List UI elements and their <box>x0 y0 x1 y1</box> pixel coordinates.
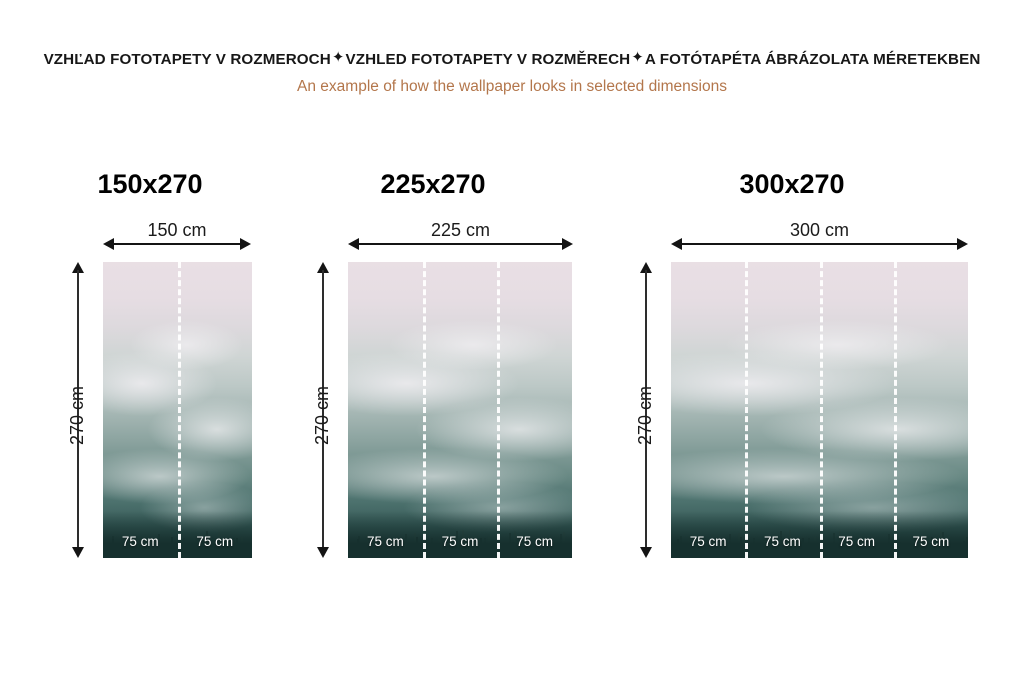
height-arrow <box>317 262 329 558</box>
width-arrow <box>671 238 968 250</box>
page-subtitle: An example of how the wallpaper looks in… <box>297 78 727 95</box>
panel-height-label: 270 cm <box>67 385 87 445</box>
arrow-left-head <box>103 238 114 250</box>
panel-width-label: 150 cm <box>147 220 207 240</box>
panel-height-label: 270 cm <box>635 385 655 445</box>
arrow-bottom-head <box>317 547 329 558</box>
arrow-right-head <box>562 238 573 250</box>
arrow-bottom-head <box>640 547 652 558</box>
wallpaper-preview: 75 cm 75 cm 75 cm <box>348 262 572 558</box>
arrow-top-head <box>72 262 84 273</box>
title-part-sk: VZHĽAD FOTOTAPETY V ROZMEROCH <box>43 51 331 68</box>
strip-label: 75 cm <box>196 534 234 549</box>
sparkle-icon: ✦ <box>631 49 644 66</box>
strip-label: 75 cm <box>121 534 159 549</box>
panel-width-label: 225 cm <box>430 220 491 240</box>
seam-line <box>497 262 501 558</box>
arrow-left-head <box>348 238 359 250</box>
panel-title: 150x270 <box>97 169 203 199</box>
forest-floor <box>348 510 572 558</box>
seam-line <box>745 262 749 558</box>
width-arrow <box>103 238 251 250</box>
arrow-bottom-head <box>72 547 84 558</box>
seam-line <box>819 262 823 558</box>
title-part-hu: A FOTÓTAPÉTA ÁBRÁZOLATA MÉRETEKBEN <box>644 51 981 68</box>
panel-height-label: 270 cm <box>312 385 332 445</box>
width-arrow <box>348 238 573 250</box>
forest-scene <box>348 262 572 558</box>
arrow-top-head <box>317 262 329 273</box>
sparkle-icon: ✦ <box>331 49 345 66</box>
arrow-left-head <box>671 238 682 250</box>
page-title: VZHĽAD FOTOTAPETY V ROZMEROCH✦VZHLED FOT… <box>0 49 1024 70</box>
strip-label: 75 cm <box>689 534 727 549</box>
strip-label: 75 cm <box>838 534 875 549</box>
height-arrow <box>640 262 652 558</box>
arrow-shaft <box>645 270 647 550</box>
panel-width-label: 300 cm <box>789 220 850 240</box>
strip-label: 75 cm <box>366 534 404 549</box>
arrow-shaft <box>322 270 324 550</box>
arrow-shaft <box>679 243 960 245</box>
arrow-shaft <box>111 243 243 245</box>
strip-label: 75 cm <box>516 534 554 549</box>
height-arrow <box>72 262 84 558</box>
arrow-top-head <box>640 262 652 273</box>
panel-title: 300x270 <box>739 169 845 199</box>
panel-title: 225x270 <box>380 169 486 199</box>
wallpaper-preview: 75 cm 75 cm <box>103 262 252 558</box>
header: VZHĽAD FOTOTAPETY V ROZMEROCH✦VZHLED FOT… <box>0 49 1024 97</box>
arrow-shaft <box>77 270 79 550</box>
title-part-cz: VZHLED FOTOTAPETY V ROZMĚRECH <box>345 51 631 68</box>
strip-label: 75 cm <box>763 534 801 549</box>
strip-label: 75 cm <box>441 534 479 549</box>
seam-line <box>893 262 897 558</box>
strip-label: 75 cm <box>912 534 950 549</box>
wallpaper-preview: 75 cm 75 cm 75 cm 75 cm <box>671 262 968 558</box>
arrow-shaft <box>356 243 565 245</box>
seam-line <box>422 262 426 558</box>
arrow-right-head <box>957 238 968 250</box>
seam-line <box>177 262 181 558</box>
arrow-right-head <box>240 238 251 250</box>
